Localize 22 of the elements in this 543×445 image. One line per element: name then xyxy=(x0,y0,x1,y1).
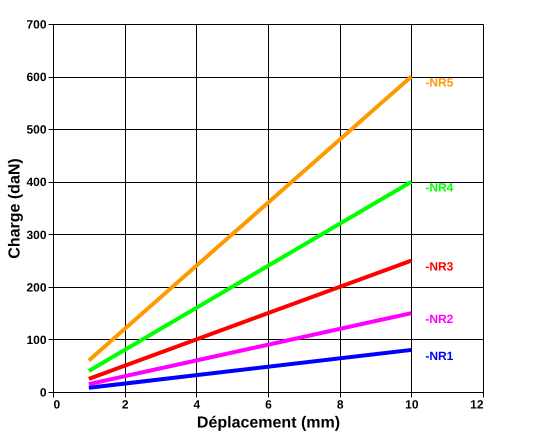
x-tick-label: 4 xyxy=(193,398,200,412)
y-tick-label: 700 xyxy=(26,18,47,32)
y-tick-label: 500 xyxy=(26,122,47,137)
y-tick-label: 600 xyxy=(26,70,47,84)
series-label: -NR3 xyxy=(425,260,454,274)
series-label: -NR4 xyxy=(425,180,454,195)
y-tick-label: 300 xyxy=(26,228,47,242)
x-tick-label: 6 xyxy=(265,398,272,412)
x-axis-title: Déplacement (mm) xyxy=(196,414,340,432)
y-tick-label: 400 xyxy=(26,175,47,190)
x-tick-label: 10 xyxy=(405,398,419,412)
x-tick-label: 12 xyxy=(470,398,484,412)
y-tick-label: 0 xyxy=(40,386,47,400)
x-tick-label: 0 xyxy=(54,398,60,412)
y-tick-label: 100 xyxy=(26,332,47,347)
series-label: -NR5 xyxy=(425,76,454,90)
y-tick-label: 200 xyxy=(26,280,47,294)
x-tick-label: 2 xyxy=(122,398,129,412)
series-label: -NR2 xyxy=(425,312,454,326)
x-tick-label: 8 xyxy=(336,398,344,412)
series-label: -NR1 xyxy=(425,348,454,363)
y-axis-title: Charge (daN) xyxy=(6,158,24,259)
